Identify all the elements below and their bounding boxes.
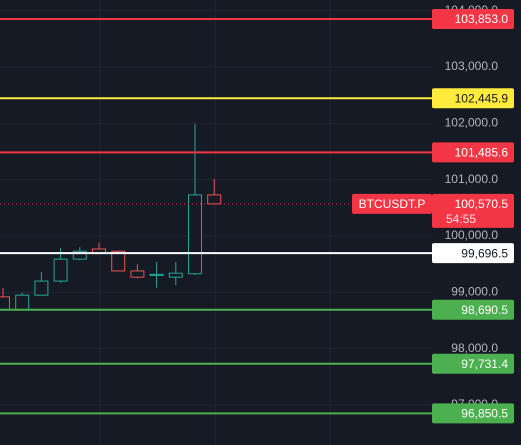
price-tag-label: 97,731.4 (461, 357, 508, 371)
candle-body (72, 250, 87, 260)
candle-body (188, 194, 202, 275)
y-tick-label: 102,000.0 (445, 116, 499, 130)
candle-body (207, 194, 222, 205)
price-tag (432, 88, 514, 109)
symbol-tag (352, 193, 432, 214)
candle-body (15, 294, 30, 311)
price-tag-label: 102,445.9 (455, 91, 509, 105)
price-tag-label: 96,850.5 (461, 407, 508, 421)
countdown-label: 54:55 (446, 212, 476, 226)
current-price-tag (432, 193, 514, 228)
symbol-label: BTCUSDT.P (359, 197, 426, 211)
candle-body (168, 272, 183, 278)
y-tick-label: 101,000.0 (445, 172, 499, 186)
candle-body (130, 270, 145, 278)
price-tag (432, 353, 514, 374)
y-tick-label: 98,000.0 (451, 341, 498, 355)
y-tick-label: 99,000.0 (451, 285, 498, 299)
price-tag (432, 299, 514, 320)
y-tick-label: 100,000.0 (445, 228, 499, 242)
price-tag (432, 8, 514, 29)
price-tag-label: 99,696.5 (461, 246, 508, 260)
candle-body (34, 280, 49, 296)
price-tag-label: 103,853.0 (455, 12, 509, 26)
price-tag-label: 101,485.6 (455, 146, 509, 160)
candle-body (0, 296, 10, 311)
y-tick-label: 103,000.0 (445, 59, 499, 73)
candle-body (149, 273, 164, 276)
price-tag (432, 142, 514, 163)
candle-body (111, 250, 126, 272)
current-price-label: 100,570.5 (455, 197, 509, 211)
candle-body (53, 258, 68, 282)
price-tag (432, 243, 514, 264)
price-tag (432, 403, 514, 424)
price-tag-label: 98,690.5 (461, 303, 508, 317)
